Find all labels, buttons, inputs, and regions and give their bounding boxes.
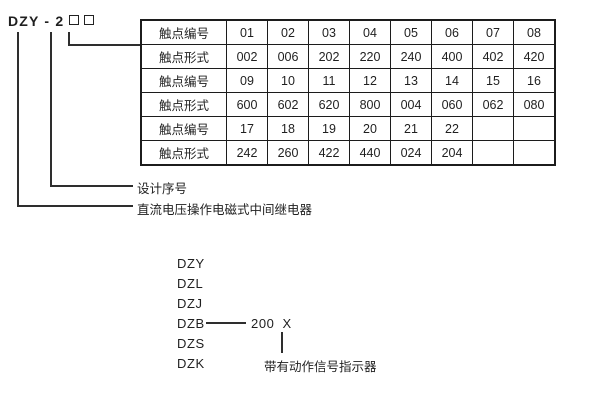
table-cell: 080	[513, 92, 556, 117]
list-item-dzb: DZB 200 X	[177, 313, 292, 333]
connector-line-design-serial	[50, 185, 133, 187]
table-row: 触点编号 17 18 19 20 21 22	[140, 116, 556, 141]
table-cell: 602	[267, 92, 309, 117]
table-cell: 02	[267, 19, 309, 45]
table-cell: 062	[472, 92, 514, 117]
table-cell: 09	[226, 68, 268, 93]
table-cell	[513, 116, 556, 141]
table-cell: 13	[390, 68, 432, 93]
table-cell: 11	[308, 68, 350, 93]
connector-line-relay-type	[17, 205, 133, 207]
connector-line-dzb	[206, 322, 246, 324]
list-item: DZL	[177, 273, 292, 293]
table-cell: 14	[431, 68, 473, 93]
table-cell: 600	[226, 92, 268, 117]
table-cell: 800	[349, 92, 391, 117]
table-row: 触点形式 002 006 202 220 240 400 402 420	[140, 44, 556, 69]
table-cell: 002	[226, 44, 268, 69]
table-cell: 07	[472, 19, 514, 45]
contact-spec-table: 触点编号 01 02 03 04 05 06 07 08 触点形式 002 00…	[140, 19, 556, 166]
model-name: DZY	[177, 255, 205, 271]
list-item: DZS	[177, 333, 292, 353]
table-cell: 400	[431, 44, 473, 69]
table-cell: 242	[226, 140, 268, 166]
table-cell: 420	[513, 44, 556, 69]
design-serial-label: 设计序号	[137, 182, 188, 196]
model-name: DZK	[177, 355, 205, 371]
table-cell: 22	[431, 116, 473, 141]
model-code: DZY - 2	[8, 13, 95, 29]
table-cell: 08	[513, 19, 556, 45]
table-cell: 260	[267, 140, 309, 166]
list-item: DZK	[177, 353, 292, 373]
table-cell: 202	[308, 44, 350, 69]
table-cell: 05	[390, 19, 432, 45]
digit-placeholder-box-icon	[69, 15, 80, 25]
table-cell: 024	[390, 140, 432, 166]
table-cell: 440	[349, 140, 391, 166]
row-header-cell: 触点形式	[140, 92, 227, 117]
table-cell: 19	[308, 116, 350, 141]
table-cell: 060	[431, 92, 473, 117]
row-header-cell: 触点形式	[140, 44, 227, 69]
table-cell: 12	[349, 68, 391, 93]
relay-description-label: 直流电压操作电磁式中间继电器	[137, 203, 313, 217]
row-header-cell: 触点编号	[140, 68, 227, 93]
table-cell: 422	[308, 140, 350, 166]
table-cell: 402	[472, 44, 514, 69]
table-row: 触点编号 01 02 03 04 05 06 07 08	[140, 19, 556, 45]
table-cell: 10	[267, 68, 309, 93]
table-cell: 204	[431, 140, 473, 166]
table-cell: 01	[226, 19, 268, 45]
connector-line-x-note	[281, 332, 283, 353]
model-name: DZB	[177, 315, 205, 331]
model-name: DZL	[177, 275, 204, 291]
table-cell	[472, 116, 514, 141]
model-name: DZJ	[177, 295, 203, 311]
table-cell	[513, 140, 556, 166]
table-row: 触点形式 242 260 422 440 024 204	[140, 140, 556, 166]
table-cell: 620	[308, 92, 350, 117]
model-code-text: DZY - 2	[8, 13, 65, 29]
series-number: 200	[251, 315, 275, 331]
x-note-label: 带有动作信号指示器	[264, 360, 377, 374]
table-cell: 220	[349, 44, 391, 69]
table-cell: 240	[390, 44, 432, 69]
table-cell: 20	[349, 116, 391, 141]
table-cell: 004	[390, 92, 432, 117]
table-cell: 04	[349, 19, 391, 45]
table-row: 触点编号 09 10 11 12 13 14 15 16	[140, 68, 556, 93]
table-row: 触点形式 600 602 620 800 004 060 062 080	[140, 92, 556, 117]
table-cell: 18	[267, 116, 309, 141]
connector-line-design-serial	[50, 32, 52, 186]
model-name: DZS	[177, 335, 205, 351]
connector-line-contact-code	[68, 44, 141, 46]
list-item: DZJ	[177, 293, 292, 313]
digit-placeholder-box-icon	[84, 15, 95, 25]
table-cell: 16	[513, 68, 556, 93]
list-item: DZY	[177, 253, 292, 273]
table-cell: 21	[390, 116, 432, 141]
table-cell	[472, 140, 514, 166]
model-series-list: DZY DZL DZJ DZB 200 X DZS DZK	[177, 253, 292, 373]
table-cell: 03	[308, 19, 350, 45]
table-cell: 006	[267, 44, 309, 69]
row-header-cell: 触点编号	[140, 116, 227, 141]
table-cell: 17	[226, 116, 268, 141]
row-header-cell: 触点编号	[140, 19, 227, 45]
connector-line-relay-type	[17, 32, 19, 206]
table-cell: 06	[431, 19, 473, 45]
table-cell: 15	[472, 68, 514, 93]
connector-line-contact-code	[68, 32, 70, 45]
row-header-cell: 触点形式	[140, 140, 227, 166]
x-placeholder: X	[282, 315, 292, 331]
